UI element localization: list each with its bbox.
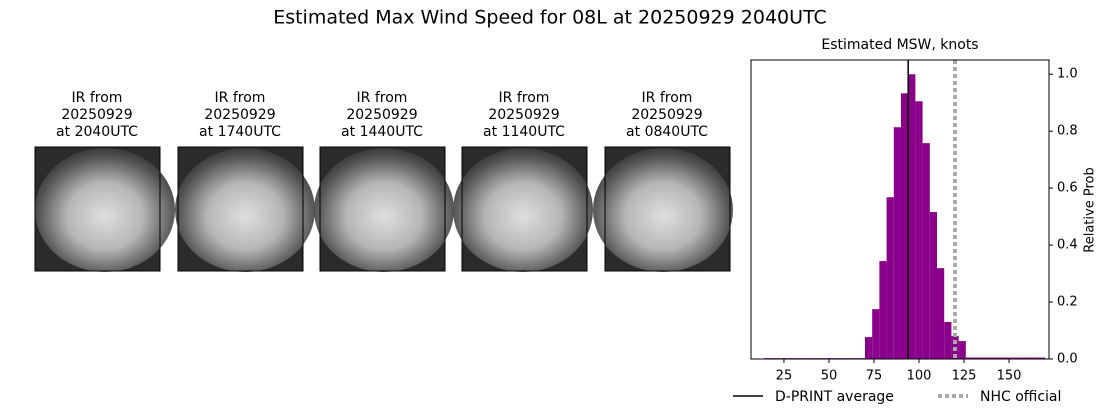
x-tick-label: 50: [821, 369, 838, 384]
panel-label: 20250929: [61, 107, 132, 123]
panel-label: 20250929: [631, 107, 702, 123]
bar: [1023, 357, 1031, 359]
y-tick-label: 0.2: [1057, 295, 1078, 310]
legend-label: NHC official: [980, 389, 1061, 405]
bar: [900, 93, 909, 360]
y-tick-label: 0.4: [1057, 238, 1078, 253]
bar: [864, 337, 873, 359]
y-tick-label: 0.0: [1057, 352, 1078, 367]
bar: [1030, 357, 1038, 359]
panel-label: at 1740UTC: [199, 124, 281, 140]
bar: [980, 357, 988, 359]
storm-cloud: [35, 148, 175, 272]
panel-label: 20250929: [346, 107, 417, 123]
bar: [872, 309, 880, 359]
storm-cloud: [593, 148, 733, 272]
x-tick-label: 150: [997, 369, 1022, 384]
bar: [987, 357, 995, 359]
panel-label: IR from: [642, 90, 693, 106]
bar: [915, 101, 923, 360]
legend-label: D-PRINT average: [775, 389, 894, 405]
bar: [994, 357, 1002, 359]
bar: [1016, 357, 1024, 359]
plot-frame: [750, 59, 1050, 360]
satellite-frame: [319, 146, 446, 272]
panel-label: 20250929: [204, 107, 275, 123]
bar: [944, 321, 952, 359]
y-tick-label: 0.8: [1057, 124, 1078, 139]
x-tick-label: 125: [952, 369, 977, 384]
bar: [958, 341, 966, 359]
bar: [886, 197, 894, 359]
figure-title: Estimated Max Wind Speed for 08L at 2025…: [273, 7, 827, 29]
panel-label: at 0840UTC: [626, 124, 708, 140]
panel-label: 20250929: [488, 107, 559, 123]
storm-cloud: [175, 148, 315, 272]
storm-cloud: [453, 148, 593, 272]
y-tick-label: 1.0: [1057, 67, 1078, 82]
panel-label: IR from: [357, 90, 408, 106]
panel-label: IR from: [499, 90, 550, 106]
bar: [929, 212, 938, 359]
bar: [893, 127, 901, 359]
satellite-frame: [461, 146, 588, 272]
y-tick-label: 0.6: [1057, 181, 1078, 196]
chart-title: Estimated MSW, knots: [821, 37, 978, 53]
bar: [879, 261, 887, 359]
satellite-frame: [604, 146, 731, 272]
panel-label: at 2040UTC: [56, 124, 138, 140]
bar: [937, 268, 945, 359]
satellite-frame: [34, 146, 161, 272]
bar: [1009, 357, 1017, 359]
panel-label: at 1440UTC: [341, 124, 423, 140]
bar: [1001, 357, 1010, 359]
panel-label: IR from: [72, 90, 123, 106]
x-tick-label: 75: [866, 369, 883, 384]
y-axis-label: Relative Prob: [1083, 167, 1098, 252]
bar: [965, 357, 974, 359]
x-tick-label: 25: [776, 369, 793, 384]
bar: [922, 143, 930, 359]
bar: [973, 357, 981, 359]
panel-label: at 1140UTC: [483, 124, 565, 140]
satellite-frame: [177, 146, 304, 272]
x-tick-label: 100: [907, 369, 932, 384]
bar: [908, 74, 916, 359]
bar: [1037, 357, 1046, 359]
panel-label: IR from: [215, 90, 266, 106]
storm-cloud: [314, 148, 454, 272]
